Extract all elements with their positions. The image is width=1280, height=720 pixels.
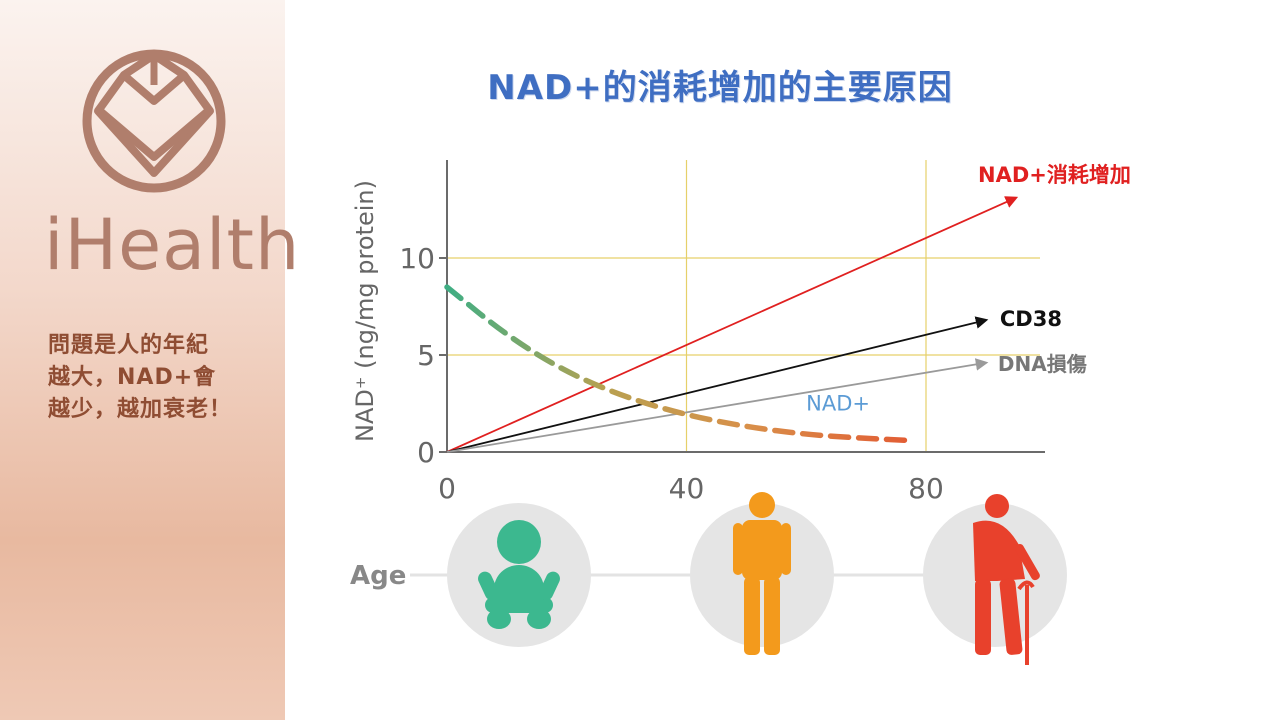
- y-tick-label: 5: [417, 339, 435, 372]
- x-tick-label: 40: [669, 472, 705, 505]
- series-line-2: [446, 358, 989, 453]
- series-line-3: [444, 284, 911, 444]
- series: [444, 196, 1019, 453]
- y-tick-label: 10: [399, 242, 435, 275]
- y-tick-label: 0: [417, 436, 435, 469]
- x-axis-label: Age: [350, 561, 406, 591]
- sidebar: iHealth 問題是人的年紀 越大，NAD+會 越少，越加衰老！: [0, 0, 301, 720]
- labels: 0 5 10 0 40 80 NAD⁺ (ng/mg protein) NAD+消耗增加 CD3…: [350, 163, 1131, 591]
- x-tick-label: 0: [438, 472, 456, 505]
- heart-diamond-logo-icon: [82, 49, 226, 193]
- axes: [439, 160, 1045, 453]
- series-label-0: NAD+消耗增加: [978, 163, 1131, 187]
- series-line-0: [446, 196, 1019, 453]
- grid: [447, 160, 1040, 452]
- elderly-icon: [973, 494, 1040, 665]
- tagline: 問題是人的年紀 越大，NAD+會 越少，越加衰老！: [48, 330, 273, 426]
- age-icons: [410, 492, 1067, 665]
- tagline-line-3: 越少，越加衰老！: [48, 397, 233, 422]
- y-axis-label: NAD⁺ (ng/mg protein): [351, 180, 379, 442]
- tagline-line-1: 問題是人的年紀: [48, 333, 210, 358]
- series-label-3: NAD+: [806, 391, 870, 415]
- series-line-1: [446, 316, 989, 453]
- series-label-2: DNA損傷: [998, 352, 1087, 376]
- baby-icon: [478, 520, 560, 629]
- slide-title: NAD+的消耗增加的主要原因: [487, 68, 953, 108]
- adult-icon: [733, 492, 791, 655]
- x-tick-label: 80: [908, 472, 944, 505]
- brand-name: iHealth: [44, 204, 301, 286]
- series-label-1: CD38: [1000, 307, 1062, 331]
- tagline-line-2: 越大，NAD+會: [48, 365, 217, 390]
